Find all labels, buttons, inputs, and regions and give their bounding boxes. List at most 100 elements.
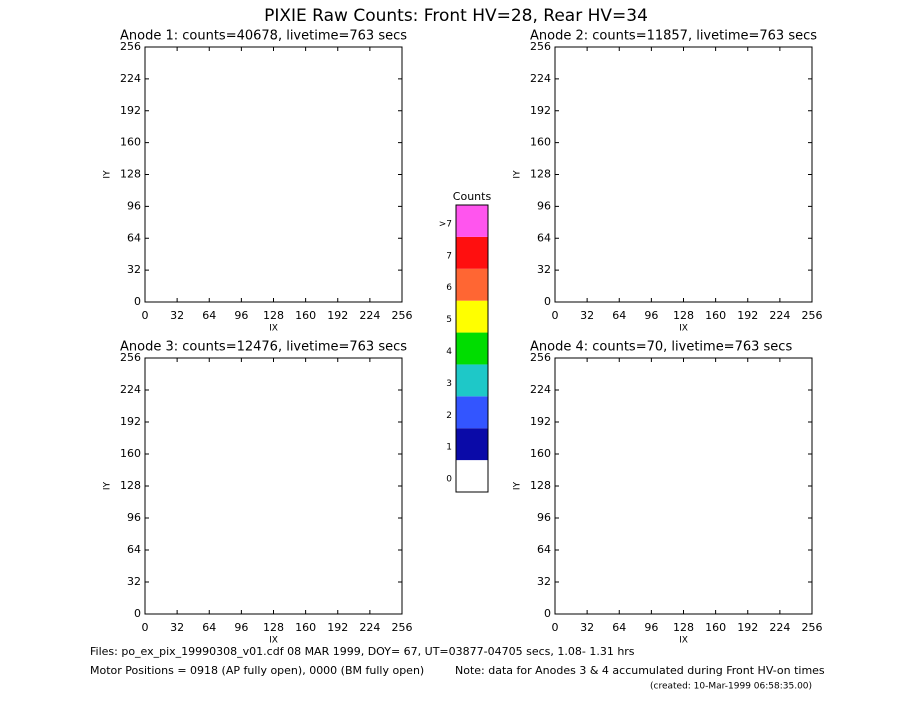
colorbar-label: >7 [439,219,452,229]
colorbar-swatch [456,300,488,333]
x-tick-label: 128 [673,621,694,634]
colorbar-label: 6 [446,283,452,293]
colorbar-swatch [456,396,488,429]
x-tick-label: 64 [612,309,626,322]
x-tick-label: 32 [580,309,594,322]
y-tick-label: 192 [530,415,551,428]
y-tick-label: 96 [537,511,551,524]
y-tick-label: 256 [530,40,551,53]
x-tick-label: 128 [673,309,694,322]
y-tick-label: 256 [530,351,551,364]
x-tick-label: 64 [202,621,216,634]
x-tick-label: 64 [612,621,626,634]
colorbar-swatch [456,428,488,461]
y-tick-label: 160 [530,136,551,149]
y-tick-label: 224 [530,383,551,396]
footer-motor: Motor Positions = 0918 (AP fully open), … [90,664,424,677]
x-tick-label: 0 [552,621,559,634]
footer-created: (created: 10-Mar-1999 06:58:35.00) [650,682,812,692]
x-tick-label: 0 [552,309,559,322]
y-tick-label: 256 [120,40,141,53]
x-tick-label: 192 [327,309,348,322]
x-tick-label: 128 [263,309,284,322]
colorbar-swatch [456,236,488,269]
footer-note: Note: data for Anodes 3 & 4 accumulated … [455,664,825,677]
colorbar-swatch [456,460,488,492]
x-tick-label: 224 [359,621,380,634]
x-tick-label: 256 [802,621,823,634]
y-axis-label: IY [513,170,523,179]
y-tick-label: 160 [120,447,141,460]
x-tick-label: 96 [644,621,658,634]
y-tick-label: 160 [120,136,141,149]
colorbar-swatch [456,332,488,365]
x-tick-label: 32 [170,621,184,634]
y-tick-label: 32 [127,575,141,588]
colorbar-swatch [456,268,488,301]
x-tick-label: 0 [142,621,149,634]
x-tick-label: 96 [644,309,658,322]
y-tick-label: 64 [127,231,141,244]
y-axis-label: IY [103,170,113,179]
footer-files: Files: po_ex_pix_19990308_v01.cdf 08 MAR… [90,645,635,658]
y-tick-label: 64 [537,231,551,244]
y-tick-label: 128 [530,168,551,181]
colorbar-label: 7 [446,251,452,261]
colorbar-label: 5 [446,315,452,325]
main-title: PIXIE Raw Counts: Front HV=28, Rear HV=3… [264,6,648,26]
x-tick-label: 224 [359,309,380,322]
colorbar-frame [455,204,489,493]
panel-title: Anode 2: counts=11857, livetime=763 secs [530,29,817,44]
x-tick-label: 256 [802,309,823,322]
y-axis-label: IY [103,481,113,490]
x-tick-label: 160 [295,309,316,322]
colorbar-label: 1 [446,443,452,453]
colorbar-label: 3 [446,379,452,389]
x-axis-label: IX [269,324,278,334]
y-tick-label: 32 [537,263,551,276]
y-axis-label: IY [513,481,523,490]
colorbar-label: 2 [446,411,452,421]
colorbar-title: Counts [453,190,492,203]
x-tick-label: 128 [263,621,284,634]
plot-frame [554,357,813,615]
x-tick-label: 256 [392,621,413,634]
y-tick-label: 96 [127,511,141,524]
plot-frame [144,46,403,303]
y-tick-label: 224 [530,72,551,85]
y-tick-label: 224 [120,383,141,396]
y-tick-label: 160 [530,447,551,460]
y-tick-label: 0 [134,607,141,620]
x-tick-label: 32 [580,621,594,634]
y-tick-label: 256 [120,351,141,364]
y-tick-label: 0 [544,607,551,620]
y-tick-label: 128 [530,479,551,492]
y-tick-label: 64 [127,543,141,556]
y-tick-label: 0 [544,295,551,308]
x-tick-label: 64 [202,309,216,322]
y-tick-label: 64 [537,543,551,556]
y-tick-label: 128 [120,168,141,181]
y-tick-label: 224 [120,72,141,85]
y-tick-label: 192 [120,415,141,428]
x-tick-label: 160 [705,309,726,322]
x-tick-label: 160 [295,621,316,634]
x-tick-label: 224 [769,309,790,322]
x-tick-label: 256 [392,309,413,322]
plot-frame [144,357,403,615]
x-tick-label: 192 [737,621,758,634]
x-tick-label: 32 [170,309,184,322]
panel-title: Anode 4: counts=70, livetime=763 secs [530,340,792,355]
x-axis-label: IX [679,636,688,646]
y-tick-label: 192 [530,104,551,117]
colorbar-label: 0 [446,475,452,485]
x-tick-label: 160 [705,621,726,634]
y-tick-label: 0 [134,295,141,308]
colorbar-swatch [456,364,488,397]
x-tick-label: 96 [234,621,248,634]
plot-frame [554,46,813,303]
x-tick-label: 224 [769,621,790,634]
y-tick-label: 192 [120,104,141,117]
x-tick-label: 96 [234,309,248,322]
panel-title: Anode 3: counts=12476, livetime=763 secs [120,340,407,355]
